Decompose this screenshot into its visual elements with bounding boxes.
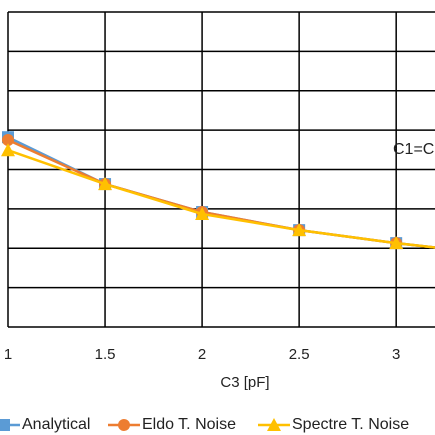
- x-tick-label: 2.5: [289, 346, 310, 363]
- marker: [292, 223, 307, 237]
- legend-label: Eldo T. Noise: [142, 416, 236, 433]
- series-line: [7, 149, 435, 249]
- marker: [1, 143, 15, 157]
- marker: [2, 133, 14, 146]
- legend-label: Analytical: [22, 416, 90, 433]
- legend-marker: [267, 418, 281, 431]
- legend-item: Spectre T. Noise: [258, 416, 409, 433]
- legend-label: Spectre T. Noise: [292, 416, 409, 433]
- x-tick-label: 1: [4, 346, 12, 363]
- x-axis-label: C3 [pF]: [220, 374, 269, 391]
- plot: [1, 131, 435, 250]
- x-tick-label: 1.5: [95, 346, 116, 363]
- annotation: C1=C: [393, 141, 434, 158]
- series-line: [7, 136, 435, 249]
- legend-marker: [118, 419, 130, 431]
- series-line: [7, 138, 435, 249]
- marker: [98, 177, 113, 191]
- legend-item: Analytical: [0, 416, 90, 433]
- legend-marker: [0, 419, 10, 431]
- legend-item: Eldo T. Noise: [108, 416, 236, 433]
- marker: [389, 236, 404, 250]
- x-tick-label: 2: [198, 346, 206, 363]
- marker: [195, 206, 210, 220]
- x-tick-label: 3: [392, 346, 400, 363]
